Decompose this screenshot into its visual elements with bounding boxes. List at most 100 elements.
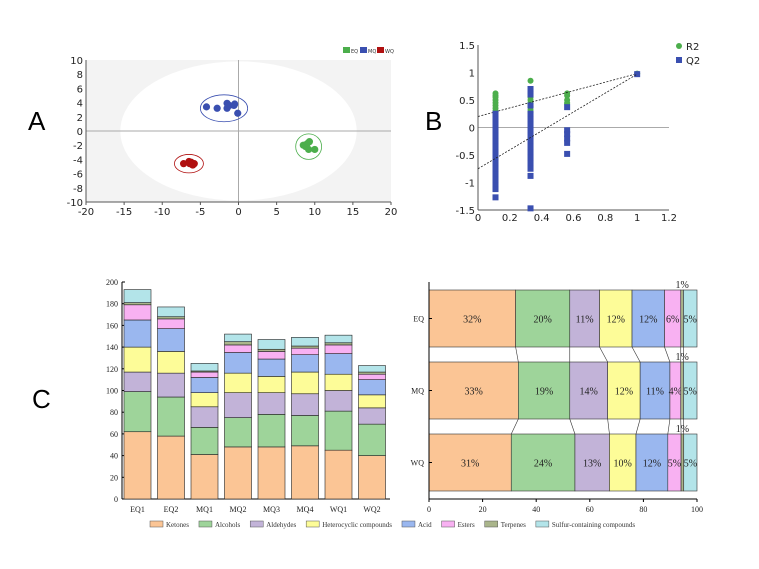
bar-segment-alcohols [515,289,571,348]
point-Q2 [492,176,499,183]
data-label: 1% [675,280,688,291]
bar-segment-acid [639,361,671,420]
bar-segment-acid [190,377,219,393]
bar-segment-sulfur-containing-compounds [358,365,386,373]
bar-segment-acid [324,353,353,375]
bar-segment-acid [123,319,152,348]
bar-segment-sulfur-containing-compounds [123,289,152,303]
point-Q2 [492,138,499,145]
data-label: 1% [675,352,688,363]
legend-label-Q2: Q2 [686,56,700,67]
legend-label: Aldehydes [266,521,296,529]
group-ellipse-WQ [174,154,204,174]
bar-segment-acid [358,379,386,396]
x-tick-label: -20 [78,207,94,218]
connector-line [635,418,641,435]
x-tick-label: -15 [116,207,132,218]
bar-segment-acid [157,328,185,352]
bar-segment-acid [291,354,319,373]
y-tick-label: WQ [411,459,425,468]
y-tick-label: 8 [77,70,83,81]
data-label: 24% [534,459,552,470]
point-Q2 [527,149,534,156]
bar-segment-terpenes [358,371,386,375]
bar-segment-sulfur-containing-compounds [190,363,219,372]
x-tick-label: EQ2 [164,505,179,514]
y-tick-label: 40 [110,452,118,461]
y-tick-label: 2 [77,113,83,124]
x-tick-label: 20 [479,505,487,514]
bar-segment-esters [291,347,319,355]
y-tick-label: -6 [73,170,83,181]
legend-label-MQ: MQ [368,49,376,55]
bar-segment-sulfur-containing-compounds [683,433,698,492]
x-tick-label: WQ1 [330,505,347,514]
connector-line [631,346,641,363]
bar-segment-terpenes [123,302,152,306]
connector-line [664,346,671,363]
bar-segment-sulfur-containing-compounds [157,306,185,318]
point-Q2 [527,121,534,128]
data-label: 12% [615,387,633,398]
point-Q2 [527,86,534,92]
legend-swatch [401,520,416,528]
bar-segment-heterocyclic-compounds [257,376,286,393]
legend-label: Ketones [166,521,189,529]
data-label: 20% [534,315,552,326]
bar-segment-heterocyclic-compounds [609,433,637,492]
bar-segment-aldehydes [123,371,152,392]
bar-segment-ketones [123,431,152,500]
data-label: 1% [676,424,689,435]
bar-segment-alcohols [257,414,286,448]
y-tick-label: -1 [465,179,475,190]
x-tick-label: WQ2 [363,505,380,514]
bar-segment-ketones [157,435,185,500]
point-Q2 [492,160,499,167]
x-tick-label: 0.4 [534,213,550,224]
bar-segment-ketones [358,455,386,500]
point-MQ [231,100,239,108]
y-tick-label: -8 [73,184,83,195]
y-tick-label: -10 [67,198,83,209]
point-Q2 [492,116,499,123]
legend-marker-Q2 [676,57,682,63]
bar-segment-aldehydes [257,392,286,415]
bar-segment-esters [224,344,252,353]
point-Q2 [527,172,534,179]
connector-line [599,346,608,363]
x-tick-label: EQ1 [130,505,145,514]
bar-segment-sulfur-containing-compounds [683,289,698,348]
legend-marker-R2 [676,43,682,49]
legend-label: Heterocyclic compounds [322,521,392,529]
point-Q2 [492,194,499,201]
x-tick-label: 60 [586,505,594,514]
bar-segment-aldehydes [358,407,386,425]
point-Q2 [564,135,571,142]
point-Q2 [527,110,534,117]
bar-segment-alcohols [324,410,353,451]
y-tick-label: 1.5 [459,41,475,52]
legend-swatch [149,520,164,528]
bar-segment-alcohols [224,417,252,448]
point-EQ [311,145,319,154]
bar-segment-alcohols [291,415,319,447]
x-tick-label: MQ4 [297,505,314,514]
point-Q2 [492,186,499,193]
point-Q2 [492,171,499,178]
point-R2 [564,92,571,99]
legend-swatch [249,520,264,528]
legend-swatch-WQ [377,47,384,53]
bar-segment-esters [190,371,219,378]
bar-segment-esters [157,318,185,329]
point-Q2 [492,127,499,134]
bar-segment-ketones [324,449,353,500]
point-Q2 [564,150,571,157]
data-label: 4% [669,387,682,398]
legend-label: Acid [418,521,432,529]
point-Q2 [527,143,534,150]
point-Q2 [634,71,641,78]
point-MQ [202,103,211,111]
y-tick-label: -2 [73,141,83,152]
point-Q2 [564,131,571,138]
